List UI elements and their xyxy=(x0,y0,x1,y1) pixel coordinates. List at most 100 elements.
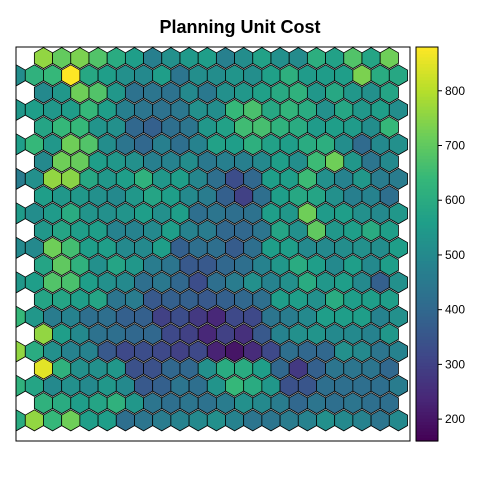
hex-cell xyxy=(197,219,217,242)
hex-cell xyxy=(316,305,336,328)
colorbar-segment xyxy=(416,316,438,321)
hex-cell xyxy=(279,236,299,259)
hex-cell xyxy=(88,185,108,208)
hex-cell xyxy=(234,357,254,380)
hex-cell xyxy=(388,305,408,328)
hex-cell xyxy=(334,64,354,87)
hex-cell xyxy=(197,392,217,415)
hex-cell xyxy=(52,254,72,277)
hex-cell xyxy=(243,374,263,397)
hex-cell xyxy=(261,305,281,328)
colorbar-segment xyxy=(416,312,438,317)
hex-cell xyxy=(143,323,163,346)
colorbar-segment xyxy=(416,96,438,101)
hex-cell xyxy=(370,64,390,87)
hex-cell xyxy=(143,81,163,104)
hex-cell xyxy=(215,185,236,208)
colorbar-segment xyxy=(416,76,438,81)
hex-cell xyxy=(370,98,390,121)
hex-cell xyxy=(52,150,72,173)
hex-cell xyxy=(370,202,390,225)
hex-cell xyxy=(115,271,135,294)
colorbar-tick-label: 300 xyxy=(445,357,465,371)
hex-cell xyxy=(234,81,254,104)
hex-cell xyxy=(33,392,54,415)
hex-cell xyxy=(152,305,172,328)
hex-cell xyxy=(24,305,44,328)
hex-cell xyxy=(279,409,299,432)
hex-cell xyxy=(206,64,226,87)
colorbar-segment xyxy=(416,191,438,196)
hex-cell xyxy=(179,185,199,208)
hex-cell xyxy=(306,81,327,104)
hex-cell xyxy=(188,305,208,328)
hex-cell xyxy=(79,271,99,294)
hex-cell xyxy=(215,357,236,380)
hex-cell xyxy=(88,150,108,173)
colorbar-segment xyxy=(416,207,438,212)
hex-cell xyxy=(33,219,54,242)
hex-cell xyxy=(70,254,90,277)
hex-cell xyxy=(179,116,199,139)
hex-cell xyxy=(70,185,90,208)
hex-cell xyxy=(370,340,390,363)
hex-cell xyxy=(270,150,290,173)
colorbar-segment xyxy=(416,99,438,104)
hex-cell xyxy=(79,202,99,225)
hex-cell xyxy=(325,47,345,70)
hex-cell xyxy=(24,340,44,363)
hex-cell xyxy=(33,150,54,173)
hex-cell xyxy=(124,392,145,415)
hex-cell xyxy=(70,392,90,415)
colorbar-segment xyxy=(416,188,438,193)
hex-cell xyxy=(115,409,135,432)
hex-cell xyxy=(252,219,272,242)
hex-cell xyxy=(252,81,272,104)
hex-cell xyxy=(188,236,208,259)
colorbar-segment xyxy=(416,388,438,393)
hex-cell xyxy=(115,340,135,363)
hex-cell xyxy=(88,288,108,311)
colorbar-segment xyxy=(416,217,438,222)
hex-cell xyxy=(179,323,199,346)
hex-cell xyxy=(215,323,236,346)
hex-cell xyxy=(388,98,408,121)
hex-cell xyxy=(279,271,299,294)
hex-cell xyxy=(243,98,263,121)
hex-cell xyxy=(161,47,181,70)
hex-cell xyxy=(143,254,163,277)
hex-cell xyxy=(261,167,281,190)
colorbar-segment xyxy=(416,372,438,376)
hex-cell xyxy=(43,340,63,363)
hex-cell xyxy=(206,305,226,328)
colorbar-segment xyxy=(416,385,438,390)
hex-cell xyxy=(79,64,99,87)
hex-cell xyxy=(343,185,363,208)
hex-cell xyxy=(134,271,154,294)
hex-cell xyxy=(234,219,254,242)
colorbar-segment xyxy=(416,66,438,71)
hex-cell xyxy=(225,236,245,259)
hex-cell xyxy=(152,340,172,363)
colorbar-segment xyxy=(416,102,438,107)
hex-cell xyxy=(243,409,263,432)
hex-cell xyxy=(252,357,272,380)
colorbar-segment xyxy=(416,240,438,245)
colorbar-segment xyxy=(416,257,438,262)
hex-cell xyxy=(61,64,81,87)
hex-cell xyxy=(24,409,44,432)
hex-cell xyxy=(270,219,290,242)
hex-cell xyxy=(270,392,290,415)
hex-cell xyxy=(97,64,117,87)
hex-cell xyxy=(97,98,117,121)
hex-cell xyxy=(79,409,99,432)
colorbar-segment xyxy=(416,47,438,51)
hex-cell xyxy=(106,150,126,173)
hex-cell xyxy=(152,167,172,190)
hex-cell xyxy=(24,374,44,397)
hex-cell xyxy=(43,64,63,87)
hex-cell xyxy=(161,357,181,380)
hex-cell xyxy=(106,323,126,346)
hex-cell xyxy=(361,323,381,346)
hex-cell xyxy=(325,150,345,173)
